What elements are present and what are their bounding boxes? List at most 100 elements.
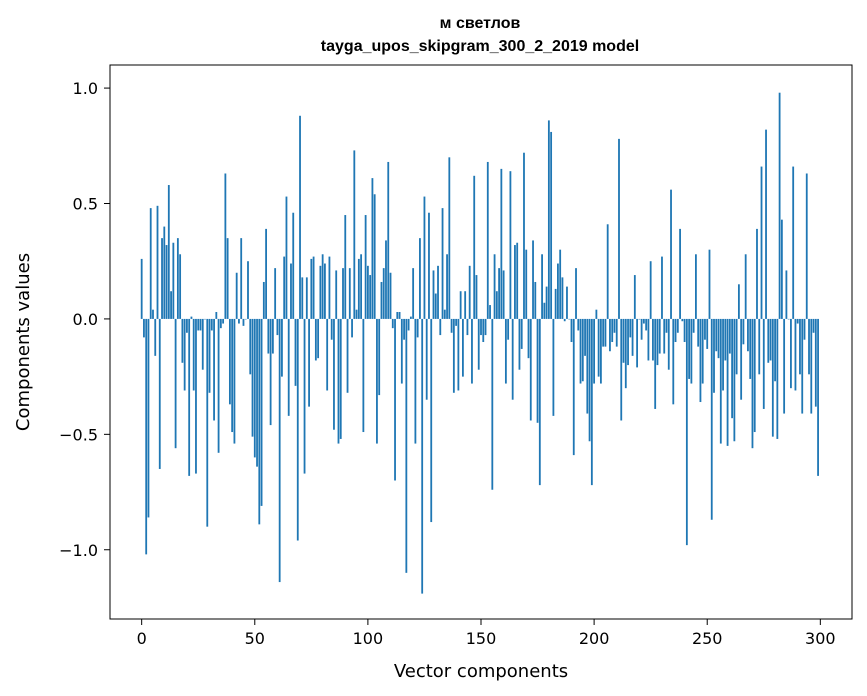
bar-component-62 bbox=[281, 318, 283, 377]
bar-component-10 bbox=[163, 226, 166, 319]
bar-component-143 bbox=[464, 291, 467, 319]
bar-component-249 bbox=[704, 318, 706, 340]
x-tick-label: 150 bbox=[466, 629, 497, 648]
bar-component-1 bbox=[143, 318, 145, 338]
x-tick-label: 200 bbox=[579, 629, 610, 648]
bar-component-129 bbox=[432, 270, 435, 319]
bar-component-231 bbox=[663, 318, 666, 354]
bar-component-7 bbox=[156, 205, 159, 319]
bar-component-153 bbox=[486, 161, 489, 319]
bar-component-118 bbox=[407, 318, 410, 331]
x-tick-label: 0 bbox=[137, 629, 147, 648]
bar-component-53 bbox=[260, 318, 263, 506]
bar-component-196 bbox=[584, 318, 586, 356]
bar-component-184 bbox=[557, 263, 559, 319]
bar-component-13 bbox=[170, 291, 172, 319]
bar-component-254 bbox=[715, 318, 718, 352]
bar-component-180 bbox=[547, 120, 550, 319]
bar-component-275 bbox=[762, 318, 765, 409]
bar-component-148 bbox=[475, 275, 478, 319]
bar-component-215 bbox=[627, 318, 629, 366]
bar-component-179 bbox=[545, 286, 548, 319]
bar-component-268 bbox=[747, 318, 749, 352]
bar-component-177 bbox=[541, 254, 543, 319]
bar-component-158 bbox=[498, 268, 500, 319]
bar-component-97 bbox=[360, 254, 363, 319]
bar-component-185 bbox=[559, 249, 562, 319]
bar-component-224 bbox=[647, 318, 650, 361]
bar-component-272 bbox=[756, 228, 758, 319]
bar-component-230 bbox=[661, 256, 663, 319]
bar-component-269 bbox=[749, 318, 752, 379]
bar-component-79 bbox=[319, 265, 322, 319]
bar-component-93 bbox=[351, 318, 353, 338]
bar-component-106 bbox=[380, 281, 383, 319]
chart-subtitle: tayga_upos_skipgram_300_2_2019 model bbox=[321, 38, 639, 55]
bar-component-125 bbox=[423, 196, 426, 319]
bar-component-264 bbox=[737, 284, 740, 319]
bar-component-128 bbox=[430, 318, 433, 523]
bar-component-60 bbox=[276, 318, 279, 336]
bar-component-47 bbox=[247, 261, 249, 319]
bar-component-212 bbox=[620, 318, 623, 421]
bar-component-105 bbox=[378, 318, 381, 396]
bar-component-192 bbox=[575, 268, 577, 319]
bar-component-170 bbox=[525, 249, 528, 319]
bar-component-83 bbox=[328, 256, 331, 319]
bar-component-199 bbox=[590, 318, 593, 486]
x-axis-label: Vector components bbox=[394, 661, 568, 682]
bar-component-113 bbox=[396, 311, 399, 319]
bar-component-131 bbox=[437, 265, 439, 319]
bar-component-136 bbox=[448, 157, 451, 319]
bar-component-26 bbox=[199, 318, 202, 331]
bar-component-69 bbox=[296, 318, 299, 541]
bar-component-76 bbox=[312, 256, 315, 319]
bar-component-27 bbox=[201, 318, 204, 370]
bar-component-137 bbox=[450, 318, 453, 333]
bar-component-35 bbox=[219, 318, 222, 329]
bar-component-38 bbox=[226, 238, 229, 319]
bar-component-280 bbox=[774, 318, 776, 382]
bar-component-32 bbox=[213, 318, 215, 421]
bar-component-85 bbox=[333, 318, 335, 430]
y-tick-label: 0.5 bbox=[73, 195, 98, 214]
bar-component-55 bbox=[265, 228, 267, 319]
bar-component-183 bbox=[554, 288, 557, 319]
bar-component-236 bbox=[674, 318, 677, 342]
bar-component-88 bbox=[339, 318, 342, 439]
bar-component-81 bbox=[324, 263, 326, 319]
bar-component-159 bbox=[500, 168, 503, 319]
bar-component-271 bbox=[753, 318, 756, 433]
bar-component-66 bbox=[290, 263, 292, 319]
bar-component-133 bbox=[441, 208, 444, 319]
bar-component-119 bbox=[409, 316, 412, 319]
bar-component-107 bbox=[382, 268, 385, 319]
bar-component-82 bbox=[326, 318, 329, 391]
bar-component-141 bbox=[459, 291, 462, 319]
bar-component-19 bbox=[183, 318, 186, 391]
bar-component-160 bbox=[502, 270, 505, 319]
bar-component-144 bbox=[466, 318, 469, 336]
bar-component-16 bbox=[176, 238, 179, 319]
bar-component-251 bbox=[708, 249, 711, 319]
bar-component-162 bbox=[507, 318, 510, 340]
bar-component-58 bbox=[271, 318, 274, 354]
bar-component-293 bbox=[803, 318, 806, 340]
x-tick-label: 100 bbox=[353, 629, 384, 648]
bar-component-100 bbox=[366, 265, 369, 319]
bar-component-204 bbox=[602, 318, 605, 347]
x-tick-label: 50 bbox=[245, 629, 265, 648]
bar-component-227 bbox=[654, 318, 657, 409]
bar-component-152 bbox=[484, 318, 487, 336]
bar-component-266 bbox=[742, 318, 745, 345]
bar-component-87 bbox=[337, 318, 340, 444]
bar-component-202 bbox=[597, 318, 600, 377]
bar-component-201 bbox=[595, 309, 598, 319]
bar-component-258 bbox=[724, 318, 727, 361]
bar-component-219 bbox=[636, 318, 638, 368]
bar-component-121 bbox=[414, 318, 417, 444]
bar-component-283 bbox=[780, 219, 783, 319]
bar-component-74 bbox=[308, 318, 310, 407]
bar-component-243 bbox=[690, 318, 693, 384]
bar-component-176 bbox=[538, 318, 541, 486]
